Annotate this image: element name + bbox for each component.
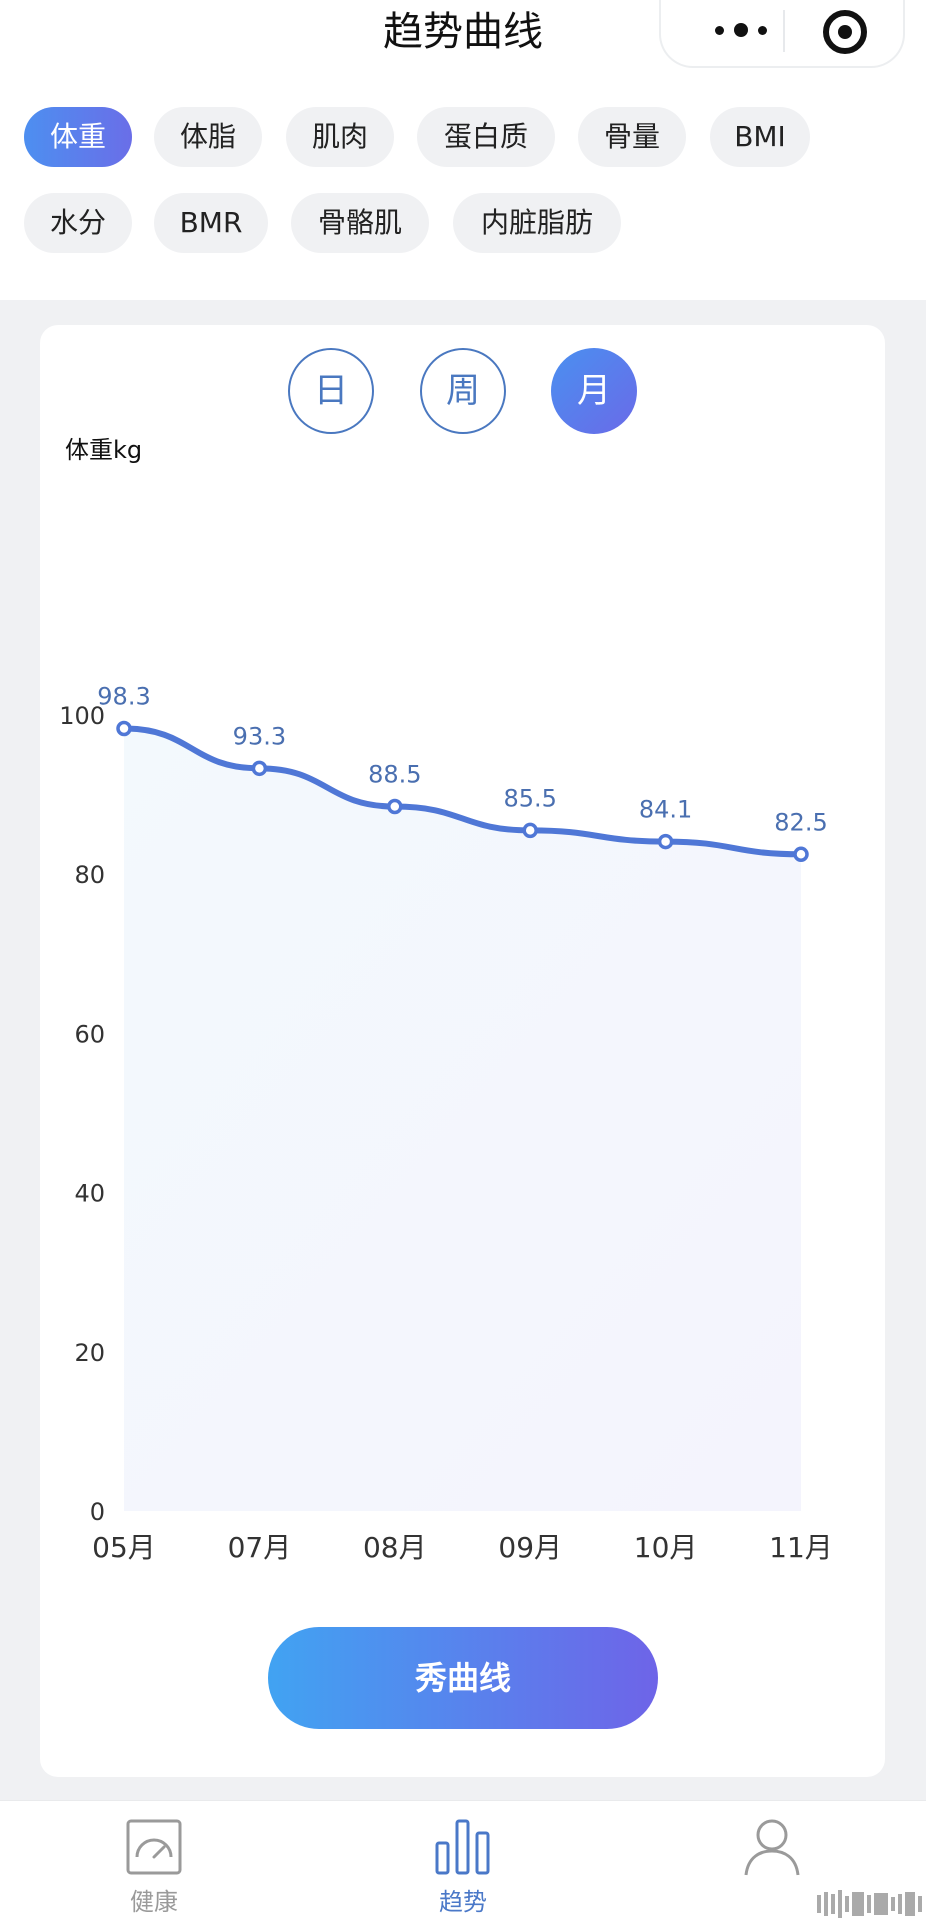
y-axis-unit-label: 体重kg [65,436,143,464]
chart-card: 日 周 月 体重kg 0 20 40 60 80 100 05月 07月 08月 09月 10月 1… [40,325,885,1777]
y-tick-label: 80 [74,861,105,889]
data-point [657,833,674,850]
y-tick-label: 0 [90,1498,105,1526]
data-point [387,798,403,815]
nav-label-health: 健康 [130,1888,178,1916]
period-month[interactable]: 月 [551,348,637,434]
tab-visceral-fat[interactable]: 内脏脂肪 [453,193,621,253]
x-tick-label: 07月 [228,1531,292,1564]
tab-bmr[interactable]: BMR [154,193,268,253]
bar-chart-icon [435,1819,490,1875]
y-tick-label: 60 [74,1020,105,1048]
data-point [116,720,132,737]
person-icon [744,1819,800,1876]
page-title: 趋势曲线 [383,9,543,55]
tab-skeletal-muscle[interactable]: 骨骼肌 [291,193,429,253]
more-icon[interactable] [697,0,785,60]
tab-protein[interactable]: 蛋白质 [417,107,555,167]
y-tick-label: 40 [74,1180,105,1208]
data-label: 88.5 [368,761,421,789]
tab-weight[interactable]: 体重 [24,107,132,167]
tab-body-fat[interactable]: 体脂 [154,107,262,167]
capsule-divider [783,10,785,52]
tab-bmi[interactable]: BMI [710,107,810,167]
nav-health[interactable]: 健康 [54,1801,254,1931]
watermark [712,1886,922,1922]
show-curve-button[interactable]: 秀曲线 [268,1627,658,1729]
data-label: 84.1 [639,796,692,824]
data-point [793,846,809,863]
bottom-tab-bar: 健康 趋势 [0,1800,926,1931]
mini-program-capsule [659,0,905,68]
data-label: 82.5 [774,808,827,836]
area-fill [124,728,801,1511]
tab-bone-mass[interactable]: 骨量 [578,107,686,167]
y-tick-label: 20 [74,1339,105,1367]
nav-profile[interactable] [672,1801,872,1931]
data-point [251,760,268,777]
x-tick-label: 11月 [769,1531,833,1564]
weight-trend-chart: 0 20 40 60 80 100 05月 07月 08月 09月 10月 11月 98.3 93.3… [59,683,833,1564]
header-area: 趋势曲线 体重 体脂 肌肉 蛋白质 骨量 BMI 水分 BMR 骨骼肌 内脏脂肪 [0,0,926,300]
x-tick-label: 10月 [634,1531,698,1564]
x-tick-label: 05月 [92,1531,156,1564]
y-tick-label: 100 [59,702,105,730]
data-label: 98.3 [97,683,150,711]
data-label: 85.5 [503,784,556,812]
period-week[interactable]: 周 [420,348,506,434]
gauge-icon [126,1819,182,1875]
series-line [121,725,804,858]
nav-label-trend: 趋势 [439,1888,487,1916]
tab-muscle[interactable]: 肌肉 [286,107,394,167]
nav-trend[interactable]: 趋势 [363,1801,563,1931]
data-label: 93.3 [233,722,286,750]
close-target-icon[interactable] [823,10,867,54]
period-day[interactable]: 日 [288,348,374,434]
x-tick-label: 08月 [363,1531,427,1564]
x-tick-label: 09月 [498,1531,562,1564]
tab-water[interactable]: 水分 [24,193,132,253]
data-point [522,822,538,839]
